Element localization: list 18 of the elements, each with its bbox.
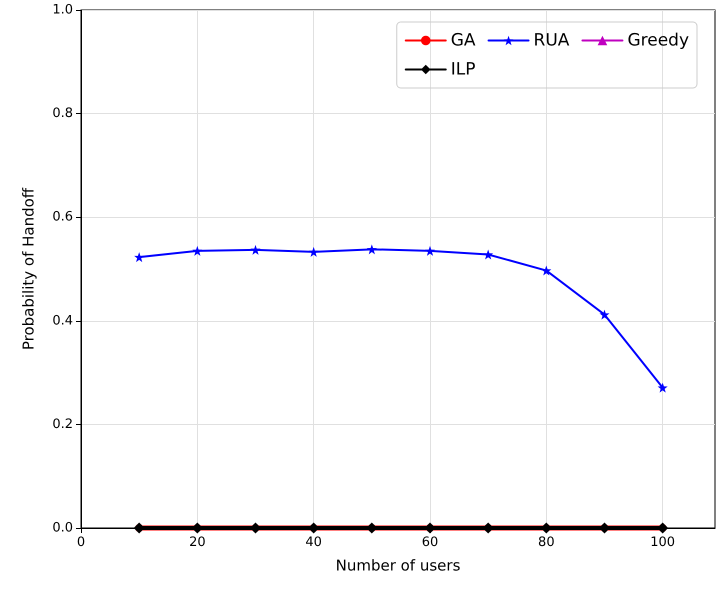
y-axis-title: Probability of Handoff <box>20 187 38 350</box>
x-tick-label: 20 <box>189 535 206 550</box>
x-tick-label: 0 <box>76 535 86 550</box>
x-tick-label: 100 <box>650 535 676 550</box>
x-axis-title: Number of users <box>336 556 461 574</box>
y-tick-label: 1.0 <box>52 2 73 18</box>
y-tick-label: 0.0 <box>52 520 73 536</box>
x-tick-label: 60 <box>422 535 438 550</box>
y-tick-label: 0.6 <box>52 210 73 225</box>
legend-label: ILP <box>450 60 476 80</box>
x-tick-label: 80 <box>538 535 555 550</box>
legend-label: GA <box>450 30 476 50</box>
x-tick-label: 40 <box>305 535 322 550</box>
y-tick-label: 0.2 <box>52 416 73 432</box>
y-tick-label: 0.4 <box>52 313 73 328</box>
legend-label: Greedy <box>627 30 690 50</box>
legend-label: RUA <box>534 30 570 50</box>
y-tick-label: 0.8 <box>52 106 73 122</box>
